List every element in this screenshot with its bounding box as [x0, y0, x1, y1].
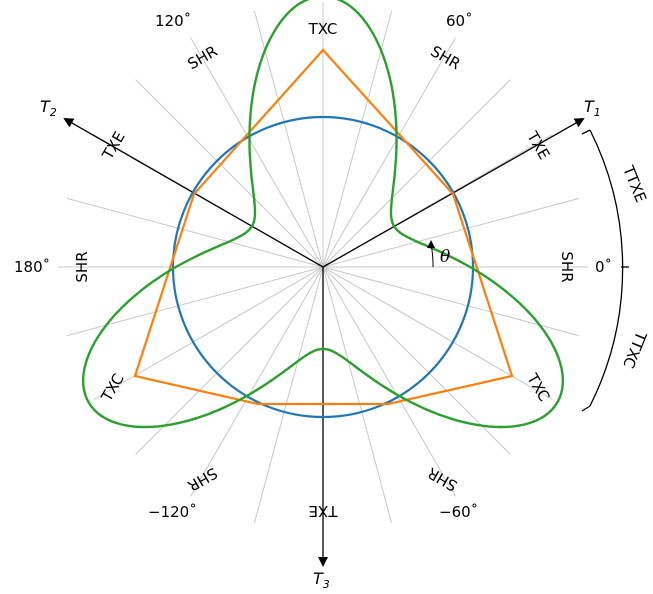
mode-label-txe-right: TXE [523, 128, 554, 163]
rounded-triangle-curve [81, 0, 565, 429]
arc-label-ttxc: TTXC [619, 328, 650, 371]
theta-label: θ [440, 247, 450, 267]
mode-label-shr-minus-60: SHR [424, 464, 460, 495]
hexagon-curve [133, 48, 514, 406]
circle-curve [171, 115, 475, 419]
mode-label-txe-left: TXE [98, 128, 129, 163]
bracket-tick-top [581, 129, 591, 135]
principal-axes [63, 118, 585, 567]
bracket-tick-bottom [581, 405, 591, 412]
angle-label-minus-60: −60˚ [439, 503, 478, 521]
outer-bracket-arc [589, 129, 624, 407]
mode-label-txe-bottom: TXE [309, 502, 339, 520]
mode-label-txc-right: TXC [523, 370, 554, 405]
mode-label-shr-minus-120: SHR [184, 464, 220, 495]
mode-label-shr-60: SHR [427, 42, 463, 73]
mode-label-txc-left: TXC [97, 371, 128, 406]
axis-label-t3: T3 [313, 569, 330, 591]
mode-label-shr-120: SHR [184, 42, 220, 73]
arc-label-ttxe: TTXE [619, 162, 650, 205]
angle-label-60: 60˚ [446, 12, 473, 30]
mode-label-shr-0: SHR [558, 251, 576, 282]
axis-label-t1: T1 [584, 97, 601, 119]
axis-label-t2: T2 [40, 97, 57, 119]
angle-label-180: 180˚ [14, 258, 50, 276]
mode-label-txc-top: TXC [308, 20, 338, 38]
angle-label-120: 120˚ [155, 12, 191, 30]
theta-arrowhead [427, 240, 435, 248]
angle-label-0: 0˚ [595, 258, 612, 276]
angle-label-minus-120: −120˚ [148, 503, 197, 521]
mode-label-shr-180: SHR [73, 251, 91, 282]
